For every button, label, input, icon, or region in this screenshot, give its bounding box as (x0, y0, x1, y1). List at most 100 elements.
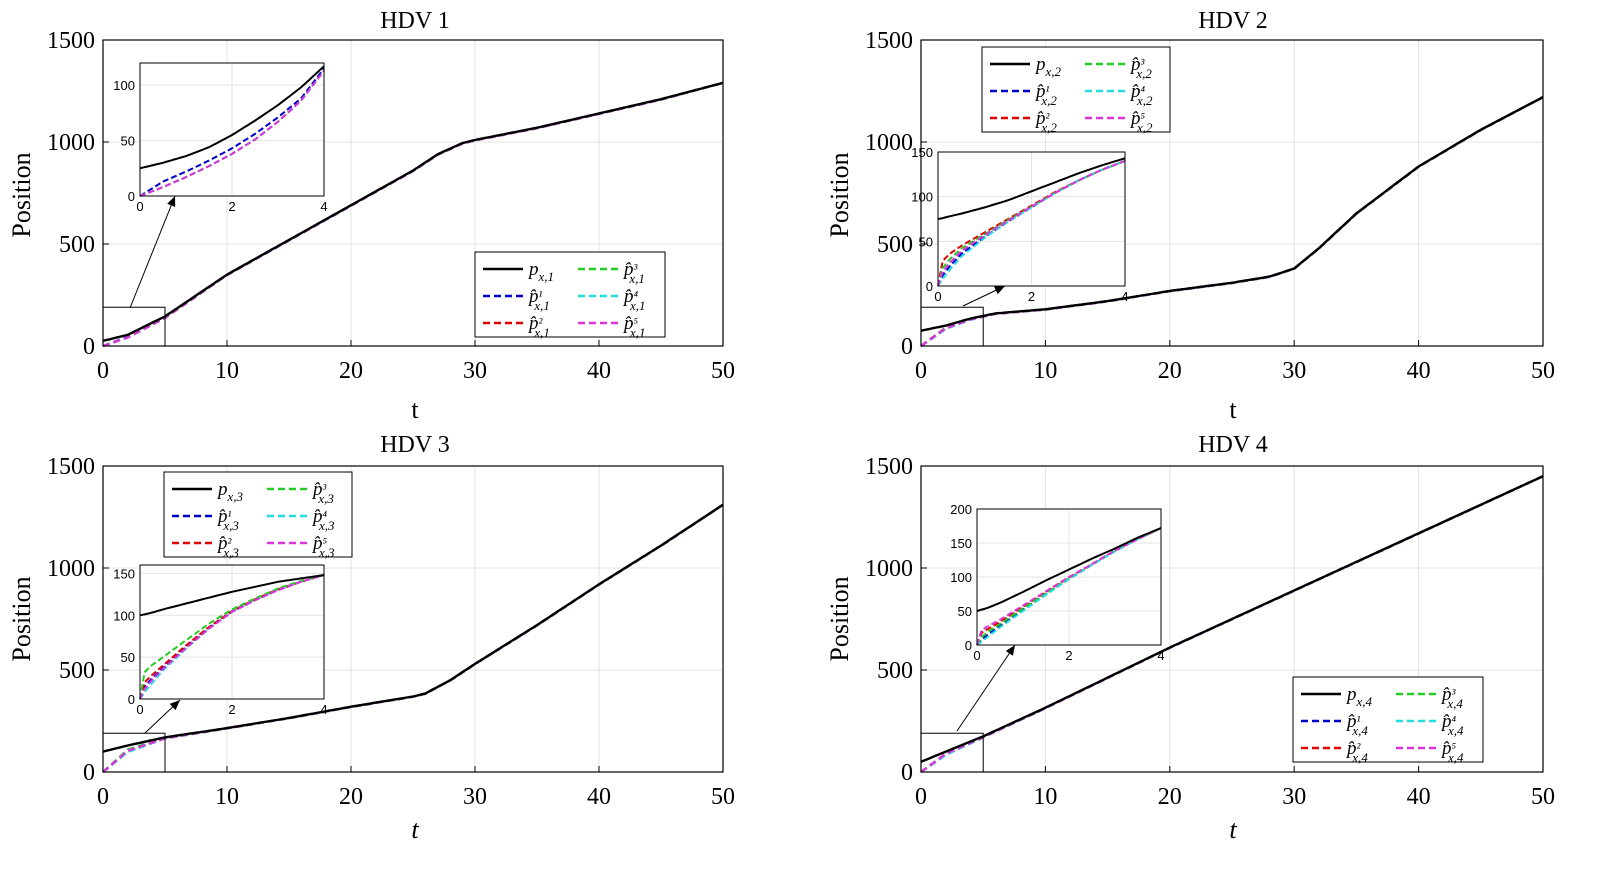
inset-x-tick-label: 4 (1121, 289, 1128, 304)
x-tick-label: 10 (215, 784, 239, 810)
inset-series-line (139, 67, 325, 197)
inset-y-tick-label: 0 (926, 279, 933, 294)
inset-series-line (937, 157, 1126, 220)
legend-label: p̂⁴ x,4 (1440, 711, 1464, 738)
y-tick-label: 1500 (865, 28, 913, 54)
x-tick-label: 10 (1033, 358, 1057, 384)
inset-y-tick-label: 100 (113, 78, 135, 93)
legend-label: p̂² x,4 (1345, 738, 1368, 765)
chart-panel-hdv4: HDV 4 Position t 0 10 20 30 40 50050010001500… (825, 432, 1555, 844)
zoom-inset: 0 2 4 0 50 100 150 (113, 564, 328, 717)
axes-box (102, 465, 724, 773)
inset-y-tick-label: 50 (958, 604, 972, 619)
legend-label: p̂¹ x,2 (1034, 81, 1057, 108)
chart-title: HDV 2 (1198, 8, 1268, 34)
inset-x-tick-label: 4 (320, 702, 327, 717)
y-tick-label: 1000 (865, 556, 913, 582)
legend-label: p̂⁴ x,1 (622, 286, 646, 313)
x-tick-label: 50 (711, 784, 735, 810)
inset-series-line (976, 527, 1162, 646)
y-tick-label: 1000 (47, 556, 95, 582)
inset-x-tick-label: 0 (934, 289, 941, 304)
x-tick-label: 0 (97, 784, 109, 810)
x-tick-label: 20 (1158, 358, 1182, 384)
inset-series-line (976, 527, 1162, 646)
inset-y-tick-label: 150 (950, 536, 972, 551)
inset-y-tick-label: 150 (911, 145, 933, 160)
chart-title: HDV 3 (380, 432, 450, 458)
x-axis-label: t (1229, 395, 1237, 424)
y-tick-label: 1500 (47, 28, 95, 54)
inset-y-tick-label: 50 (919, 234, 933, 249)
y-tick-label: 1000 (47, 130, 95, 156)
inset-x-tick-label: 4 (1157, 648, 1164, 663)
legend-label: p̂² x,1 (527, 313, 550, 340)
y-axis-label: Position (825, 576, 854, 661)
inset-x-tick-label: 2 (228, 199, 235, 214)
legend-label: p̂³ x,1 (622, 259, 645, 286)
legend-label: px,1 (527, 259, 554, 284)
x-tick-label: 20 (339, 358, 363, 384)
x-tick-label: 0 (97, 358, 109, 384)
y-axis-label: Position (7, 576, 36, 661)
legend: px,3p̂¹ x,3p̂² x,3 p̂³ x,3p̂⁴ x,3p̂⁵ x,3 (163, 471, 353, 560)
zoom-arrow (129, 195, 176, 309)
x-tick-label: 0 (915, 784, 927, 810)
y-axis-label: Position (825, 152, 854, 237)
x-tick-label: 40 (1407, 358, 1431, 384)
x-tick-label: 30 (463, 358, 487, 384)
x-tick-label: 10 (215, 358, 239, 384)
zoom-arrowhead (1005, 645, 1015, 656)
x-tick-label: 30 (1282, 784, 1306, 810)
inset-y-tick-label: 0 (128, 692, 135, 707)
y-tick-label: 1000 (865, 130, 913, 156)
legend-label: p̂² x,2 (1034, 108, 1057, 135)
legend-label: p̂⁴ x,2 (1129, 81, 1153, 108)
y-tick-label: 500 (877, 658, 913, 684)
inset-box (937, 151, 1126, 287)
y-tick-label: 0 (901, 760, 913, 786)
inset-series-line (139, 574, 325, 700)
legend-label: p̂⁵ x,3 (311, 533, 335, 560)
inset-series-line (937, 159, 1126, 287)
chart-title: HDV 4 (1198, 432, 1268, 458)
legend-label: p̂¹ x,1 (527, 286, 550, 313)
legend: px,4p̂¹ x,4p̂² x,4 p̂³ x,4p̂⁴ x,4p̂⁵ x,4 (1292, 676, 1484, 765)
inset-y-tick-label: 50 (121, 134, 135, 149)
legend: px,1p̂¹ x,1p̂² x,1 p̂³ x,1p̂⁴ x,1p̂⁵ x,1 (474, 251, 666, 340)
inset-box (139, 564, 325, 700)
legend-label: px,2 (1034, 54, 1062, 79)
axes-box (920, 39, 1544, 347)
inset-y-tick-label: 200 (950, 502, 972, 517)
legend-label: p̂³ x,2 (1129, 54, 1152, 81)
inset-series-line (976, 527, 1162, 612)
x-tick-label: 30 (463, 784, 487, 810)
inset-x-tick-label: 0 (973, 648, 980, 663)
x-axis-label: t (411, 815, 419, 844)
inset-y-tick-label: 150 (113, 566, 135, 581)
zoom-arrowhead (169, 700, 180, 711)
y-tick-label: 1500 (865, 454, 913, 480)
inset-x-tick-label: 0 (136, 702, 143, 717)
inset-x-tick-label: 4 (320, 199, 327, 214)
legend-label: p̂⁴ x,3 (311, 506, 335, 533)
x-tick-label: 40 (1407, 784, 1431, 810)
zoom-region-box (102, 306, 166, 347)
inset-y-tick-label: 0 (128, 189, 135, 204)
chart-panel-hdv1: HDV 1 Position t 0 10 20 30 40 50050010001500… (7, 8, 735, 424)
y-tick-label: 0 (901, 334, 913, 360)
series-line (920, 475, 1544, 763)
x-tick-label: 20 (339, 784, 363, 810)
legend-label: p̂⁵ x,1 (622, 313, 646, 340)
x-tick-label: 10 (1033, 784, 1057, 810)
zoom-arrow (956, 644, 1016, 732)
x-tick-label: 0 (915, 358, 927, 384)
y-tick-label: 500 (59, 658, 95, 684)
legend-label: p̂¹ x,3 (216, 506, 239, 533)
inset-series-line (139, 574, 325, 617)
inset-y-tick-label: 100 (911, 190, 933, 205)
y-tick-label: 500 (59, 232, 95, 258)
